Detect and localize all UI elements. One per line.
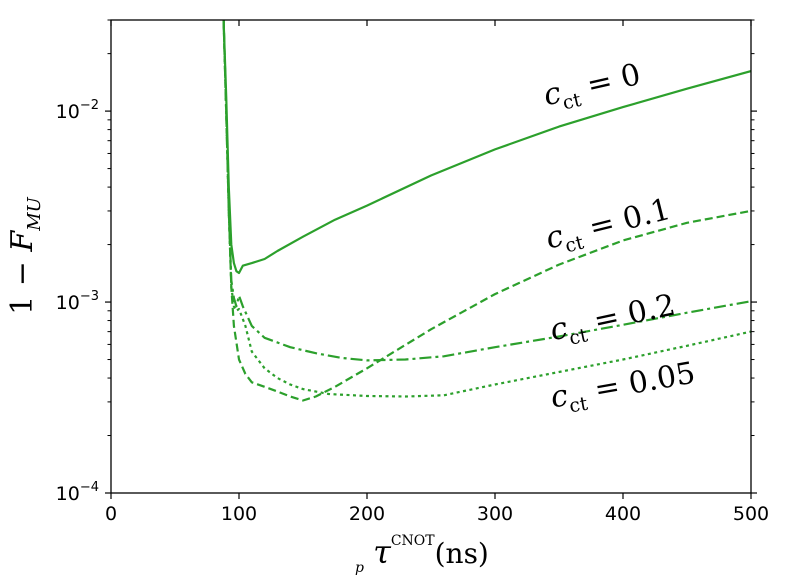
- y-axis-title-sub: MU: [24, 196, 45, 231]
- x-axis-title-sup: CNOT: [391, 533, 435, 549]
- x-tick-label: 0: [105, 503, 117, 525]
- y-axis-title-lead: 1 −: [5, 252, 40, 315]
- x-axis-title: τCNOT(ns): [373, 533, 489, 571]
- plot-frame: [110, 19, 752, 494]
- x-tick-label: 100: [221, 503, 257, 525]
- x-axis-ticks: 0 100 200 300 400 500: [105, 20, 769, 525]
- y-tick-label: 10−2: [56, 98, 99, 123]
- y-axis-title-main: F: [5, 230, 40, 253]
- x-axis-title-main: τ: [373, 533, 392, 571]
- x-tick-label: 300: [477, 503, 513, 525]
- x-tick-label: 400: [605, 503, 641, 525]
- x-axis-title-sub: p: [355, 560, 364, 576]
- y-tick-label: 10−4: [56, 480, 99, 505]
- y-tick-label: 10−3: [56, 289, 99, 314]
- y-axis-ticks: 10−4 10−3 10−2: [56, 19, 757, 505]
- series-layer: [222, 20, 751, 402]
- x-tick-label: 500: [733, 503, 769, 525]
- series-line-3: [222, 20, 751, 362]
- series-line-4: [222, 20, 751, 398]
- x-axis-title-unit: (ns): [435, 537, 489, 570]
- y-axis-title: 1 − FMU: [5, 196, 45, 315]
- series-line-1: [222, 20, 751, 275]
- x-tick-label: 200: [349, 503, 385, 525]
